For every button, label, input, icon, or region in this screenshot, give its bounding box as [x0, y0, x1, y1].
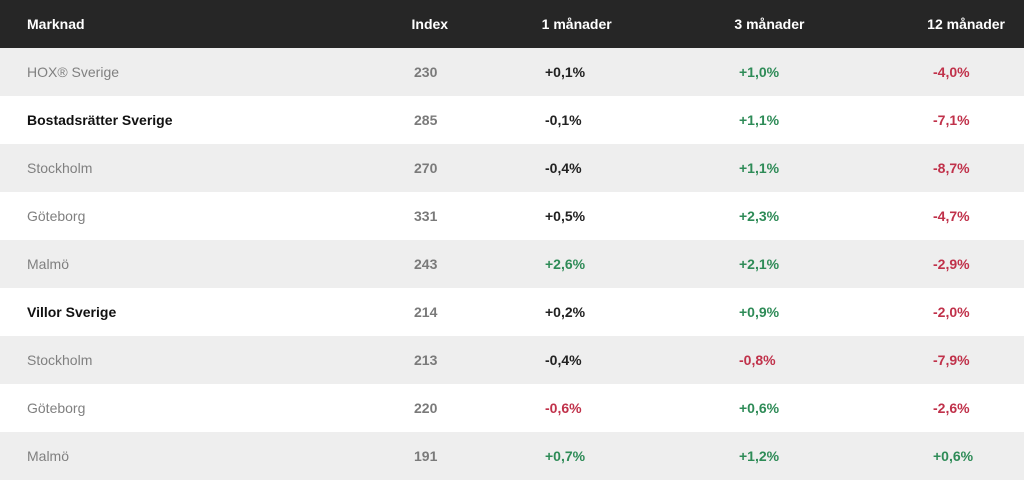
index-value: 213 — [414, 352, 438, 368]
market-name: Stockholm — [27, 352, 93, 368]
change-3-months: +1,1% — [739, 160, 780, 176]
table-body: HOX® Sverige 230 +0,1% +1,0% -4,0% Bostadsrät… — [0, 48, 1024, 480]
header-3-months: 3 månader — [734, 16, 805, 32]
change-12-months: -4,0% — [933, 64, 970, 80]
change-12-months: -7,9% — [933, 352, 970, 368]
change-3-months: +2,1% — [739, 256, 780, 272]
index-value: 243 — [414, 256, 438, 272]
table-row: Stockholm 270 -0,4% +1,1% -8,7% — [0, 144, 1024, 192]
table-row: Göteborg 331 +0,5% +2,3% -4,7% — [0, 192, 1024, 240]
change-3-months: +0,9% — [739, 304, 780, 320]
change-3-months: +2,3% — [739, 208, 780, 224]
change-3-months: +1,1% — [739, 112, 780, 128]
change-1-month: +0,5% — [545, 208, 586, 224]
table-row: Stockholm 213 -0,4% -0,8% -7,9% — [0, 336, 1024, 384]
market-name: Göteborg — [27, 400, 86, 416]
index-value: 230 — [414, 64, 438, 80]
change-3-months: +1,2% — [739, 448, 780, 464]
table-row: Göteborg 220 -0,6% +0,6% -2,6% — [0, 384, 1024, 432]
change-12-months: -7,1% — [933, 112, 970, 128]
table-row: Villor Sverige 214 +0,2% +0,9% -2,0% — [0, 288, 1024, 336]
table-row: Bostadsrätter Sverige 285 -0,1% +1,1% -7,1% — [0, 96, 1024, 144]
change-12-months: -2,6% — [933, 400, 970, 416]
header-market: Marknad — [27, 16, 85, 32]
change-1-month: +0,7% — [545, 448, 586, 464]
header-12-months: 12 månader — [927, 16, 1005, 32]
table-row: Malmö 191 +0,7% +1,2% +0,6% — [0, 432, 1024, 480]
index-value: 285 — [414, 112, 438, 128]
change-12-months: -2,0% — [933, 304, 970, 320]
change-1-month: -0,1% — [545, 112, 582, 128]
change-1-month: -0,6% — [545, 400, 582, 416]
market-name: Villor Sverige — [27, 304, 117, 320]
market-name: Malmö — [27, 256, 70, 272]
change-3-months: -0,8% — [739, 352, 776, 368]
change-12-months: -2,9% — [933, 256, 970, 272]
market-name: HOX® Sverige — [27, 64, 120, 80]
table-row: HOX® Sverige 230 +0,1% +1,0% -4,0% — [0, 48, 1024, 96]
market-name: Stockholm — [27, 160, 93, 176]
table-header: Marknad Index 1 månader 3 månader 12 mån… — [0, 0, 1024, 48]
index-value: 220 — [414, 400, 438, 416]
change-12-months: -4,7% — [933, 208, 970, 224]
header-1-month: 1 månader — [541, 16, 612, 32]
table-row: Malmö 243 +2,6% +2,1% -2,9% — [0, 240, 1024, 288]
market-name: Bostadsrätter Sverige — [27, 112, 173, 128]
change-1-month: +0,2% — [545, 304, 586, 320]
index-value: 191 — [414, 448, 438, 464]
change-1-month: -0,4% — [545, 160, 582, 176]
change-3-months: +1,0% — [739, 64, 780, 80]
index-value: 214 — [414, 304, 438, 320]
index-value: 331 — [414, 208, 438, 224]
market-name: Malmö — [27, 448, 70, 464]
change-1-month: +0,1% — [545, 64, 586, 80]
change-3-months: +0,6% — [739, 400, 780, 416]
market-name: Göteborg — [27, 208, 86, 224]
change-1-month: -0,4% — [545, 352, 582, 368]
header-index: Index — [411, 16, 449, 32]
change-12-months: -8,7% — [933, 160, 970, 176]
change-1-month: +2,6% — [545, 256, 586, 272]
change-12-months: +0,6% — [933, 448, 974, 464]
index-value: 270 — [414, 160, 438, 176]
